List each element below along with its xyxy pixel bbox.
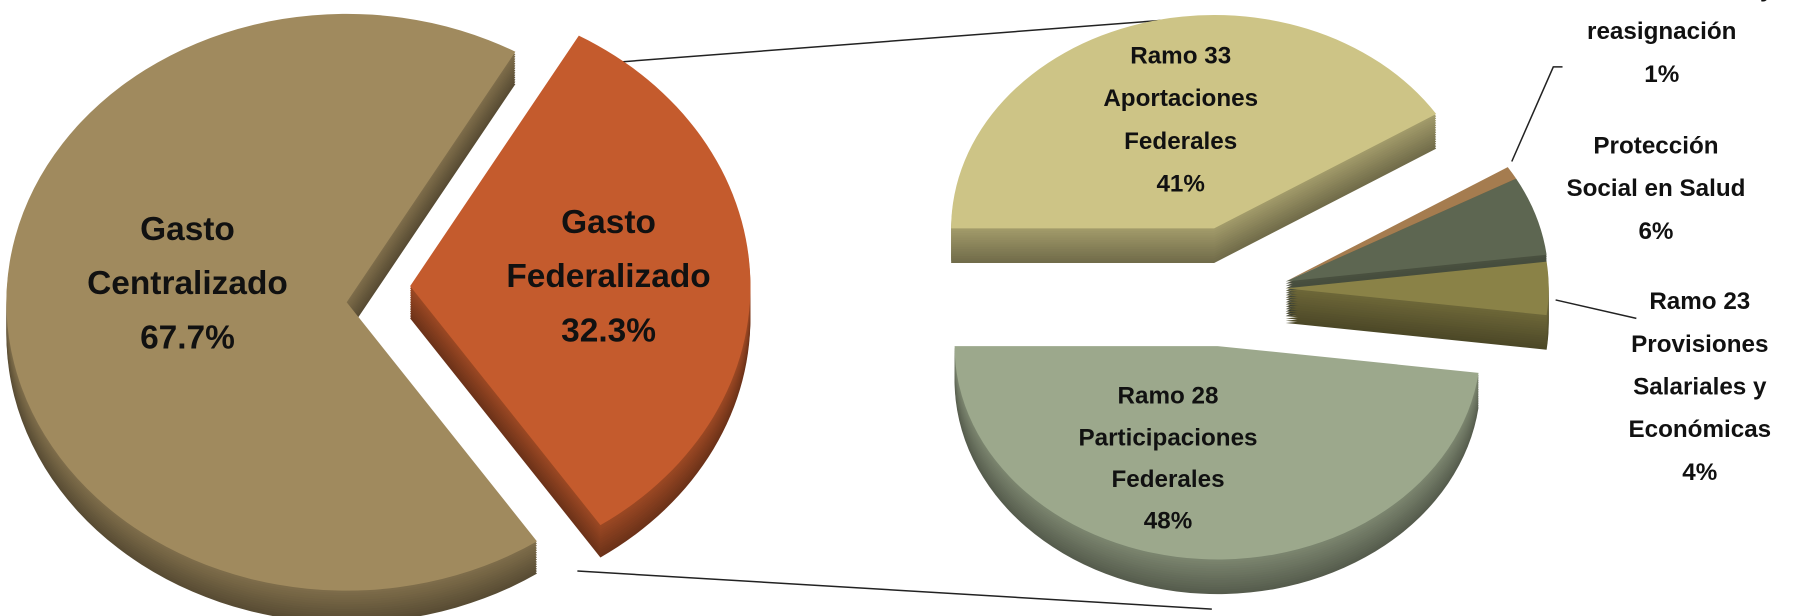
value-label: 4% [1682, 459, 1717, 486]
value-label: 41% [1156, 170, 1204, 197]
leader-line [1555, 299, 1637, 320]
slice-label: Gasto Federalizado [506, 204, 710, 295]
slice-label: descentralización yreasignación [1550, 0, 1774, 45]
connector-line [577, 570, 1212, 610]
slice [954, 346, 1479, 560]
slice [951, 14, 1437, 229]
slice [1285, 167, 1517, 282]
leader-line [1511, 66, 1563, 162]
slice [1285, 178, 1547, 282]
value-label: 1% [1644, 61, 1679, 88]
slice [1285, 261, 1549, 316]
slice-label: Protección Social en Salud [1566, 132, 1745, 202]
slice-label: Ramo 33 Aportaciones Federales [1103, 42, 1258, 154]
value-label: 48% [1144, 507, 1192, 534]
value-label: 32.3% [561, 312, 656, 349]
slice-label: Gasto Centralizado [87, 211, 288, 302]
slice-label: Ramo 28 Participaciones Federales [1078, 383, 1257, 493]
slice-label: Ramo 23 Provisiones Salariales y Económicas [1628, 288, 1771, 443]
connector-line [600, 17, 1187, 65]
slice [410, 35, 751, 526]
value-label: 6% [1638, 218, 1673, 245]
slice [6, 13, 537, 591]
value-label: 67.7% [140, 319, 235, 356]
